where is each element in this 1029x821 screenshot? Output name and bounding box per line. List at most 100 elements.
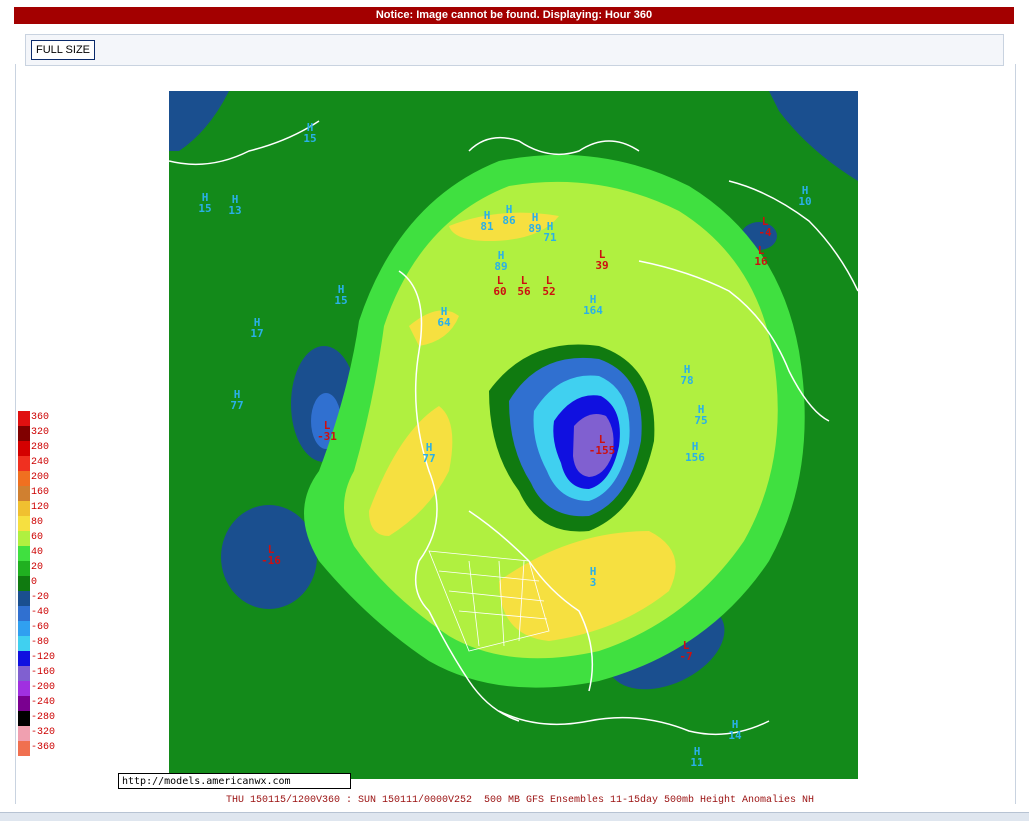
high-letter: H [202, 191, 209, 204]
legend-label: 280 [31, 442, 50, 453]
legend-label: 160 [31, 487, 50, 498]
coastline-caribbean [498, 710, 770, 736]
legend-row: -360 [18, 741, 64, 756]
low-letter: L [599, 433, 606, 446]
anomaly-area-east-ridge [499, 531, 676, 641]
low-letter: L [599, 248, 606, 261]
legend-swatch [18, 411, 30, 426]
high-pressure-label: H81 [480, 209, 494, 233]
legend-label: 240 [31, 457, 50, 468]
coastline-arctic [468, 136, 640, 156]
high-pressure-label: H11 [690, 745, 704, 769]
legend-label: -280 [31, 712, 56, 723]
legend-label: -360 [31, 742, 56, 753]
high-letter: H [698, 403, 705, 416]
high-value: 15 [198, 202, 211, 215]
high-value: 64 [437, 316, 451, 329]
high-pressure-label: H15 [334, 283, 347, 307]
legend-swatch [18, 471, 30, 486]
legend-swatch [18, 426, 30, 441]
high-pressure-label: H77 [230, 388, 243, 412]
legend-row: 20 [18, 561, 64, 576]
high-pressure-label: H15 [303, 121, 316, 145]
high-pressure-label: H89 [528, 211, 541, 235]
legend-swatch [18, 666, 30, 681]
high-letter: H [484, 209, 491, 222]
legend-swatch [18, 456, 30, 471]
legend-row: 200 [18, 471, 64, 486]
content-frame [15, 64, 1016, 804]
legend-swatch [18, 606, 30, 621]
legend-row: -80 [18, 636, 64, 651]
low-letter: L [683, 639, 690, 652]
high-pressure-label: H77 [422, 441, 435, 465]
low-value: 56 [517, 285, 531, 298]
high-value: 77 [422, 452, 435, 465]
high-value: 86 [502, 214, 516, 227]
legend-swatch [18, 651, 30, 666]
low-value: 16 [754, 255, 768, 268]
high-letter: H [307, 121, 314, 134]
legend-swatch [18, 576, 30, 591]
high-letter: H [692, 440, 699, 453]
color-legend: 360 320 280 240 200 160 120 80 60 40 20 0 -20 -40 -60-… [18, 411, 64, 771]
high-pressure-label: H15 [198, 191, 211, 215]
low-pressure-label: L16 [754, 244, 768, 268]
legend-label: 80 [31, 517, 44, 528]
full-size-button[interactable]: FULL SIZE [31, 40, 95, 60]
legend-row: -120 [18, 651, 64, 666]
high-value: 78 [680, 374, 693, 387]
legend-row: -240 [18, 696, 64, 711]
legend-swatch [18, 501, 30, 516]
legend-swatch [18, 486, 30, 501]
high-value: 156 [685, 451, 705, 464]
low-value: 52 [542, 285, 555, 298]
high-pressure-label: H14 [728, 718, 742, 742]
high-pressure-label: H13 [228, 193, 241, 217]
low-letter: L [268, 543, 275, 556]
legend-swatch [18, 441, 30, 456]
legend-label: 0 [31, 577, 38, 588]
legend-label: -20 [31, 592, 50, 603]
legend-swatch [18, 591, 30, 606]
bottom-bar [0, 812, 1029, 821]
low-pressure-label: L39 [595, 248, 608, 272]
high-value: 71 [543, 231, 557, 244]
anomaly-map[interactable]: H 15 H 15 H 13 H 15 H 17 H 77 H 81 H 86 H 89 H 71 H 89 H 64 H 164… [169, 91, 858, 779]
low-value: 39 [595, 259, 608, 272]
legend-label: -320 [31, 727, 56, 738]
high-value: 15 [334, 294, 347, 307]
high-pressure-label: H75 [694, 403, 707, 427]
low-letter: L [324, 419, 331, 432]
low-value: -31 [317, 430, 337, 443]
high-value: 75 [694, 414, 707, 427]
high-value: 17 [250, 327, 263, 340]
low-value: 60 [493, 285, 506, 298]
coastline-east-america [468, 510, 594, 692]
low-pressure-label: L-16 [261, 543, 281, 567]
legend-swatch [18, 681, 30, 696]
legend-row: -320 [18, 726, 64, 741]
high-value: 15 [303, 132, 316, 145]
anomaly-area-west-ridge [369, 406, 453, 536]
legend-row: 160 [18, 486, 64, 501]
high-pressure-label: H10 [798, 184, 811, 208]
high-letter: H [498, 249, 505, 262]
legend-row: -160 [18, 666, 64, 681]
anomaly-area-pacific-low-south [221, 505, 317, 609]
high-pressure-label: H17 [250, 316, 263, 340]
anomaly-area-northwest [169, 91, 229, 151]
low-letter: L [497, 274, 504, 287]
legend-swatch [18, 531, 30, 546]
legend-label: 320 [31, 427, 50, 438]
legend-row: -40 [18, 606, 64, 621]
legend-label: 40 [31, 547, 44, 558]
high-pressure-label: H78 [680, 363, 693, 387]
legend-row: -60 [18, 621, 64, 636]
low-value: -16 [261, 554, 281, 567]
legend-swatch [18, 636, 30, 651]
legend-row: 80 [18, 516, 64, 531]
